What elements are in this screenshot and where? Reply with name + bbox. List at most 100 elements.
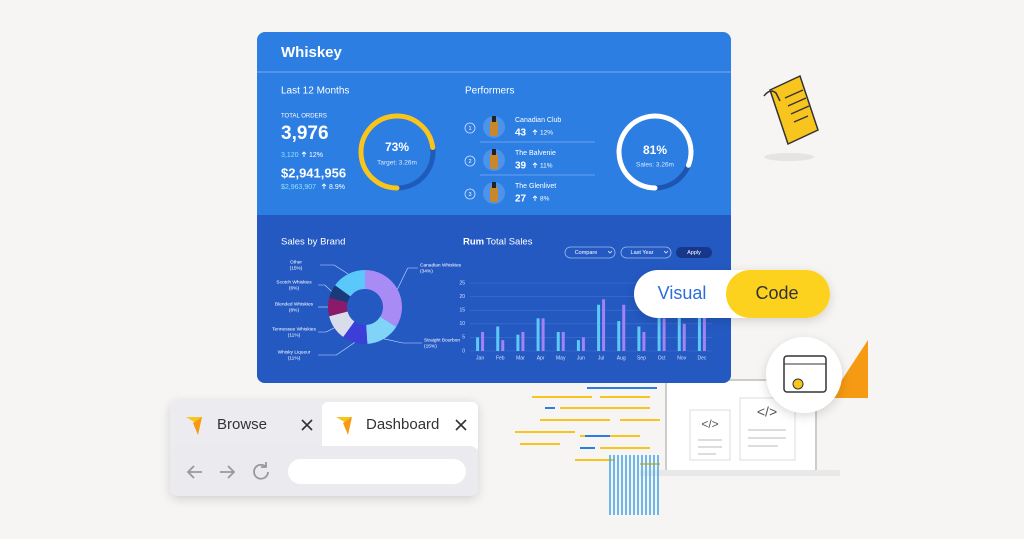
donut-segment	[329, 285, 351, 303]
bar	[697, 307, 701, 351]
gauge-arc	[616, 113, 694, 191]
leader-line	[383, 338, 422, 344]
kpi-previous: 3,120	[281, 152, 299, 159]
x-tick-label: Apr	[537, 355, 545, 361]
y-tick-label: 10	[459, 321, 465, 327]
toggle-option[interactable]: Code	[755, 283, 798, 303]
leader-line	[318, 284, 332, 292]
y-tick-label: 15	[459, 308, 465, 314]
kpi-value: $2,941,956	[281, 165, 346, 180]
bar	[541, 318, 545, 351]
compare-select[interactable]	[564, 246, 616, 259]
product-cap	[492, 149, 496, 155]
performer-value: 43	[515, 128, 527, 139]
bar	[536, 318, 540, 351]
donut-value-label: (15%)	[290, 265, 303, 271]
toggle-option[interactable]: Visual	[658, 283, 707, 303]
chart-title-bold: Rum	[463, 237, 484, 248]
y-tick-label: 0	[462, 348, 465, 354]
donut-value-label: (6%)	[289, 285, 300, 291]
donut-label: Blended Whiskies	[275, 301, 314, 307]
charts: 1 Canadian Club 43 12% 2 The Balvenie 39 11% 3 Th…	[272, 113, 712, 361]
product-bottle	[490, 187, 498, 202]
donut-label: Straight Bourbon	[424, 337, 460, 343]
donut-segment	[366, 316, 397, 344]
bar	[581, 337, 585, 351]
performer-name: Canadian Club	[515, 117, 561, 124]
chart-title: Total Sales	[486, 237, 533, 248]
x-tick-label: Dec	[697, 355, 706, 361]
kpi-previous: $2,963,907	[281, 184, 316, 191]
forward-button[interactable]	[220, 465, 236, 479]
tab-close[interactable]	[455, 419, 467, 431]
gauge-caption: Sales: 3.26m	[636, 162, 674, 169]
decor: </> </>	[515, 74, 868, 515]
reload-button[interactable]	[253, 462, 269, 480]
donut-segment	[329, 311, 355, 337]
leader-line	[320, 264, 349, 275]
section-heading: Last 12 Months	[281, 86, 349, 97]
donut-label: Canadian Whiskies	[420, 262, 462, 268]
performer-value: 27	[515, 194, 527, 205]
toggle-active[interactable]	[726, 270, 830, 318]
performer-change: 11%	[540, 163, 553, 170]
performer-name: The Glenlivet	[515, 183, 556, 190]
gauge-arc	[358, 113, 436, 191]
donut-label: Tennessee Whiskies	[272, 326, 316, 332]
period-select[interactable]	[620, 246, 672, 259]
bar	[702, 312, 706, 351]
kpi-label: TOTAL ORDERS	[281, 114, 327, 120]
gauge-label: 81%	[643, 143, 667, 157]
donut-value-label: (11%)	[288, 332, 301, 338]
product-cap	[492, 182, 496, 188]
donut-value-label: (8%)	[289, 307, 300, 313]
bar	[602, 299, 606, 351]
bar	[496, 326, 500, 351]
donut-value-label: (11%)	[288, 355, 301, 361]
address-bar[interactable]	[288, 459, 466, 484]
x-tick-label: Aug	[617, 355, 626, 361]
rank: 3	[468, 192, 471, 198]
kpi-change: 8.9%	[329, 184, 345, 191]
bar	[637, 326, 641, 351]
x-tick-label: Oct	[658, 355, 666, 361]
up-arrow	[532, 195, 538, 201]
apply-button[interactable]	[676, 247, 712, 258]
y-tick-label: 5	[462, 335, 465, 341]
bar	[556, 331, 560, 351]
tab-close[interactable]	[301, 419, 313, 431]
select-label: Last Year	[631, 250, 654, 256]
x-tick-label: May	[556, 355, 566, 361]
svg-text:</>: </>	[757, 404, 777, 420]
performer-value: 39	[515, 161, 527, 172]
dashboard-title: Whiskey	[281, 44, 343, 61]
x-tick-label: Mar	[516, 355, 525, 361]
bar	[682, 323, 686, 351]
tab-title[interactable]: Browse	[217, 416, 267, 433]
performer-change: 8%	[540, 196, 550, 203]
x-tick-label: Feb	[496, 355, 505, 361]
rank-badge	[464, 122, 476, 134]
donut-label: Scotch Whiskies	[276, 279, 312, 285]
bar	[481, 331, 485, 351]
up-arrow	[532, 162, 538, 168]
bar	[642, 331, 646, 351]
rank: 1	[468, 126, 471, 132]
bar	[561, 331, 565, 351]
browser: Browse Dashboard	[170, 400, 478, 496]
bar	[622, 304, 626, 351]
product-cap	[492, 116, 496, 122]
donut-segment	[335, 270, 365, 297]
performer-change: 12%	[540, 130, 553, 137]
leader-line	[318, 327, 335, 333]
back-button[interactable]	[186, 465, 202, 479]
section-heading: Performers	[465, 86, 514, 97]
y-tick-label: 20	[459, 294, 465, 300]
tab-title[interactable]: Dashboard	[366, 416, 439, 433]
rank: 2	[468, 159, 471, 165]
bar	[516, 334, 520, 351]
chart-title: Sales by Brand	[281, 237, 345, 248]
bar	[657, 312, 661, 351]
svg-text:</>: </>	[701, 417, 718, 431]
kpi-change: 12%	[309, 152, 323, 159]
